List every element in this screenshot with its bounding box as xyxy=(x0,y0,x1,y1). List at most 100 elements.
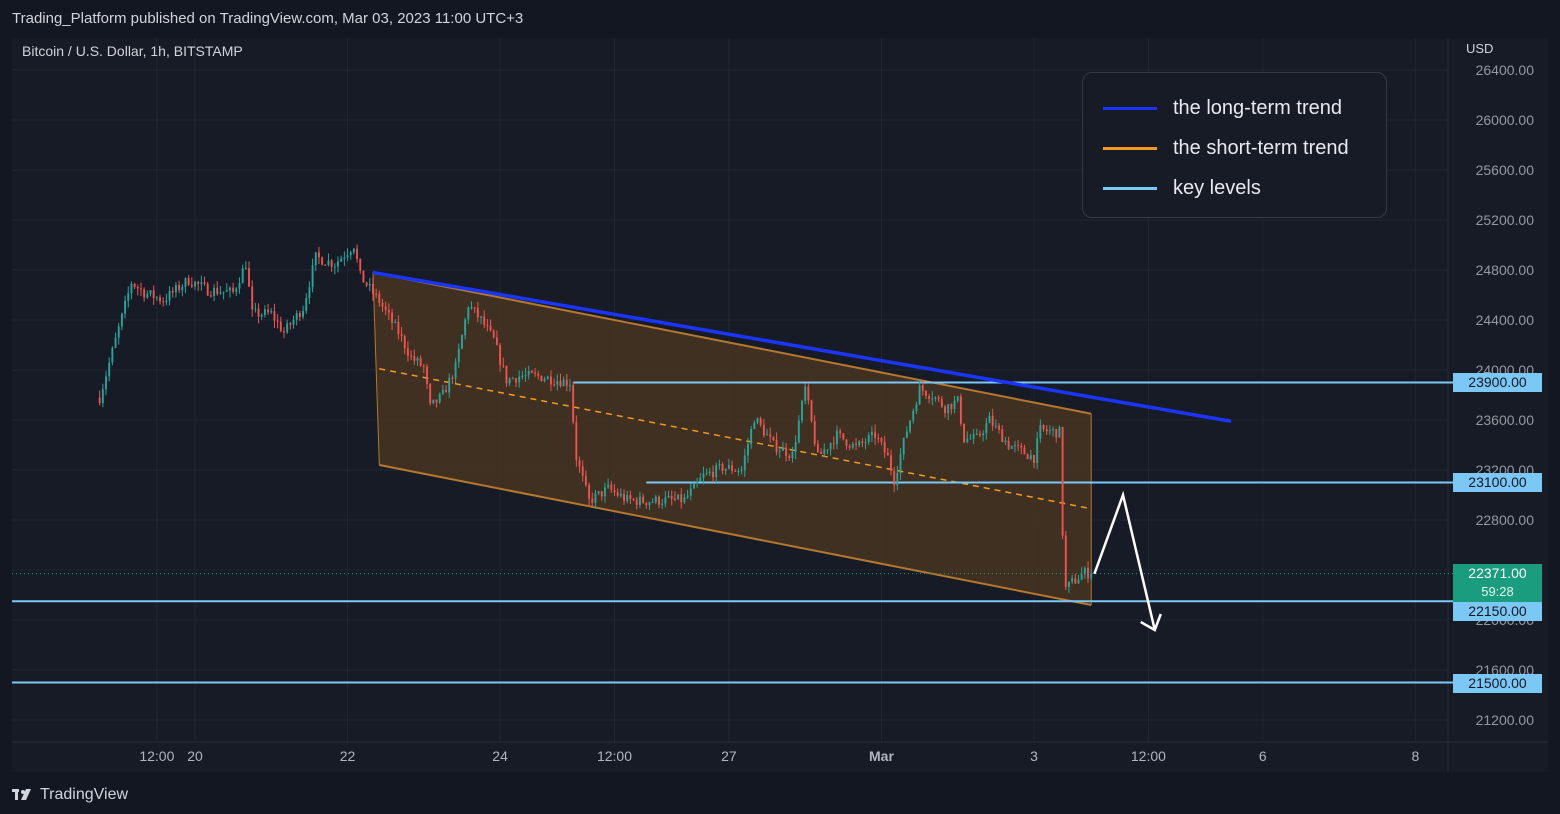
time-tick-label: 12:00 xyxy=(139,748,174,764)
level-tag-23900[interactable]: 23900.00 xyxy=(1453,373,1542,392)
candle-body xyxy=(975,433,978,435)
candle-body xyxy=(969,438,972,440)
candle-body xyxy=(397,321,400,335)
channel-fill xyxy=(373,272,1092,605)
candle-body xyxy=(928,395,931,399)
candle-body xyxy=(909,420,912,432)
candle-body xyxy=(165,300,168,302)
candle-body xyxy=(613,489,616,493)
candle-body xyxy=(1023,447,1026,455)
current-price-tag[interactable]: 22371.00 59:28 xyxy=(1453,564,1542,602)
candle-body xyxy=(448,377,451,393)
projection-arrow-path xyxy=(1093,490,1157,631)
candle-body xyxy=(464,319,467,336)
candle-body xyxy=(705,472,708,474)
candle-body xyxy=(591,498,594,503)
candle-body xyxy=(337,261,339,267)
level-tag-22150[interactable]: 22150.00 xyxy=(1453,602,1542,621)
candle-body xyxy=(289,323,292,325)
candle-body xyxy=(658,496,660,505)
candle-body xyxy=(225,290,228,292)
currency-label[interactable]: USD xyxy=(1466,41,1494,56)
time-tick-label: 12:00 xyxy=(597,748,632,764)
candle-body xyxy=(530,371,533,373)
candle-body xyxy=(124,300,127,314)
candle-body xyxy=(330,260,333,267)
candle-body xyxy=(352,248,355,253)
candle-body xyxy=(283,331,285,333)
candle-body xyxy=(486,324,489,326)
candle-body xyxy=(333,266,336,268)
candle-body xyxy=(645,502,648,506)
candle-body xyxy=(314,252,317,266)
candle-body xyxy=(419,358,422,366)
candle-body xyxy=(581,466,584,476)
candle-body xyxy=(797,420,800,443)
candle-body xyxy=(244,268,247,270)
channel-left-edge xyxy=(372,272,380,466)
symbol-title[interactable]: Bitcoin / U.S. Dollar, 1h, BITSTAMP xyxy=(22,43,243,59)
candle-body xyxy=(422,365,425,367)
candle-body xyxy=(553,384,556,386)
candle-body xyxy=(457,348,460,363)
candle-body xyxy=(677,494,680,500)
candle-body xyxy=(737,471,740,473)
candle-body xyxy=(600,491,603,497)
candle-body xyxy=(232,287,235,292)
candle-body xyxy=(832,443,835,445)
candle-body xyxy=(429,383,432,404)
candle-body xyxy=(858,441,861,446)
level-tag-21500[interactable]: 21500.00 xyxy=(1453,674,1542,693)
candle-body xyxy=(524,374,527,377)
candle-body xyxy=(206,283,209,296)
candle-body xyxy=(826,449,829,451)
candle-body xyxy=(194,281,196,287)
candle-body xyxy=(248,268,250,287)
candle-body xyxy=(1083,567,1086,575)
candle-body xyxy=(174,285,177,293)
candle-body xyxy=(759,418,762,425)
price-axis[interactable]: 26400.00 26000.00 25600.00 25200.00 24800.00… xyxy=(1476,62,1535,728)
candle-body xyxy=(394,321,397,323)
candle-body xyxy=(438,393,441,403)
candle-body xyxy=(626,495,629,501)
time-tick-label: Mar xyxy=(869,748,894,764)
candle-body xyxy=(213,287,216,296)
candle-body xyxy=(753,422,756,429)
candle-body xyxy=(766,434,768,436)
candle-body xyxy=(578,460,581,467)
candle-body xyxy=(569,385,571,387)
candle-body xyxy=(902,437,905,455)
candle-body xyxy=(575,422,578,461)
legend-box[interactable]: the long-term trend the short-term trend… xyxy=(1082,72,1387,218)
projection-arrow-head xyxy=(1140,613,1162,632)
candle-body xyxy=(403,336,406,349)
candle-body xyxy=(623,493,625,501)
time-tick-label: 24 xyxy=(492,748,508,764)
price-tick-label: 26400.00 xyxy=(1476,62,1535,78)
candle-body xyxy=(435,399,438,403)
candle-body xyxy=(956,396,959,401)
candle-body xyxy=(934,397,937,399)
candle-body xyxy=(540,375,543,382)
candle-body xyxy=(1020,445,1023,448)
candle-body xyxy=(190,284,193,287)
candle-body xyxy=(823,449,826,454)
candle-body xyxy=(273,311,276,321)
candle-body xyxy=(499,344,502,365)
time-axis[interactable]: 12:00 20 22 24 12:00 27 Mar 3 12:00 6 8 xyxy=(139,748,1419,764)
candle-body xyxy=(769,434,772,437)
candle-body xyxy=(1080,574,1083,580)
candle-body xyxy=(441,389,444,394)
level-tag-23100[interactable]: 23100.00 xyxy=(1453,473,1542,492)
candle-body xyxy=(692,483,695,489)
candle-body xyxy=(893,471,896,486)
candle-body xyxy=(661,503,664,505)
candle-body xyxy=(117,326,120,338)
candle-body xyxy=(549,376,552,385)
candle-body xyxy=(260,314,263,317)
candle-body xyxy=(629,495,632,500)
time-tick-label: 27 xyxy=(721,748,737,764)
tradingview-logo[interactable]: TradingView xyxy=(12,786,128,804)
price-tick-label: 21200.00 xyxy=(1476,712,1535,728)
